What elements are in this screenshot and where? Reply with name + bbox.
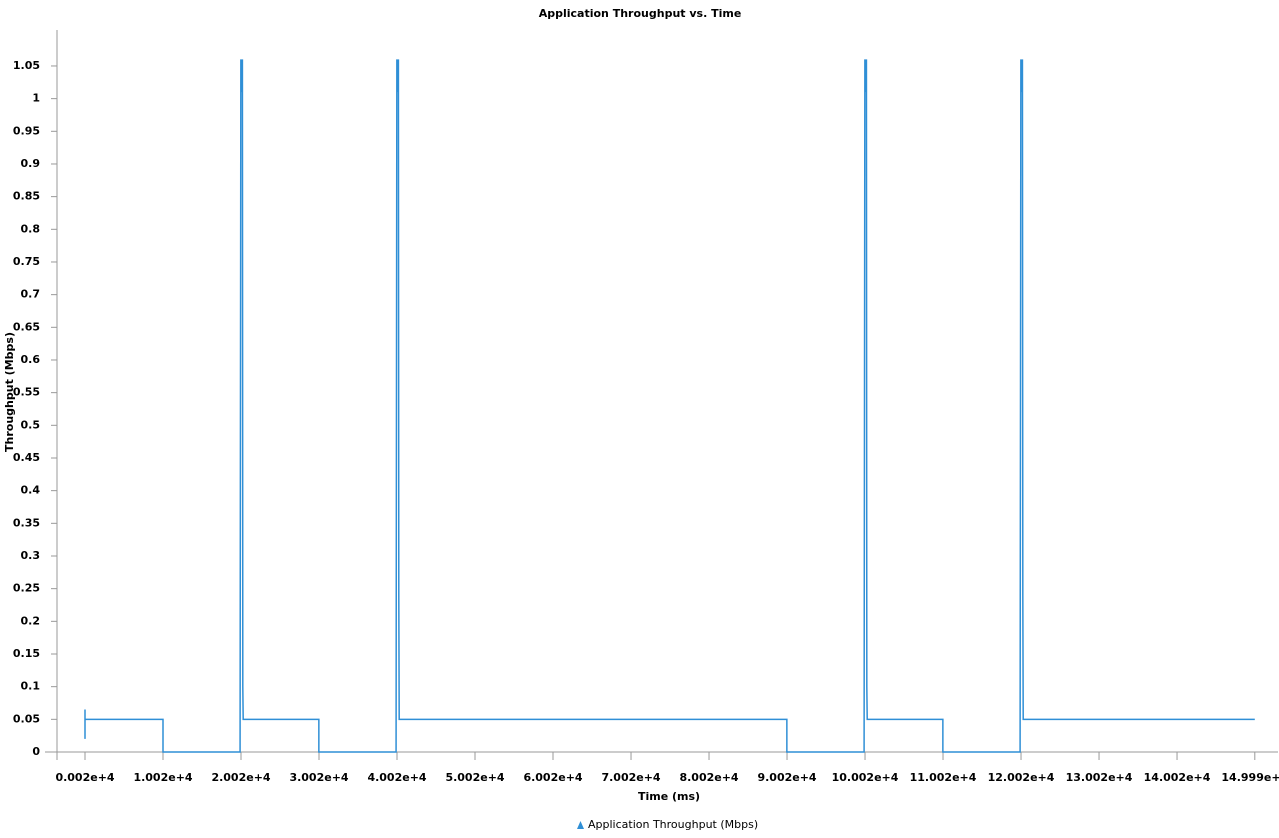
chart-title: Application Throughput vs. Time (539, 7, 742, 20)
y-tick-label: 0.8 (21, 222, 41, 235)
y-tick-label: 0.6 (21, 353, 41, 366)
y-tick-label: 0.5 (21, 418, 41, 431)
y-tick-label: 0.95 (13, 124, 40, 137)
x-tick-label: 9.002e+4 (757, 771, 816, 784)
x-tick-label: 11.002e+4 (910, 771, 977, 784)
y-tick-label: 0.55 (13, 386, 40, 399)
x-tick-label: 13.002e+4 (1066, 771, 1133, 784)
y-tick-label: 0.3 (21, 549, 41, 562)
x-tick-label: 0.002e+4 (55, 771, 114, 784)
x-tick-label: 5.002e+4 (445, 771, 504, 784)
y-tick-label: 0.2 (21, 614, 41, 627)
x-tick-label: 10.002e+4 (832, 771, 899, 784)
x-axis-label: Time (ms) (638, 790, 700, 803)
y-tick-label: 0.65 (13, 320, 40, 333)
legend-label: Application Throughput (Mbps) (588, 818, 758, 831)
x-tick-label: 12.002e+4 (988, 771, 1055, 784)
y-tick-label: 0.45 (13, 451, 40, 464)
x-tick-label: 1.002e+4 (133, 771, 192, 784)
y-tick-label: 0.75 (13, 255, 40, 268)
x-tick-label: 7.002e+4 (601, 771, 660, 784)
y-tick-label: 0.7 (21, 288, 41, 301)
y-tick-label: 0.9 (21, 157, 41, 170)
y-tick-label: 0.35 (13, 516, 40, 529)
x-tick-label: 4.002e+4 (367, 771, 426, 784)
y-tick-label: 1 (32, 92, 40, 105)
x-tick-label: 14.999e+4 (1221, 771, 1279, 784)
x-tick-label: 2.002e+4 (211, 771, 270, 784)
y-tick-label: 0.15 (13, 647, 40, 660)
y-tick-label: 0.25 (13, 582, 40, 595)
legend-marker (577, 821, 584, 829)
y-tick-label: 1.05 (13, 59, 40, 72)
x-tick-label: 14.002e+4 (1144, 771, 1211, 784)
data-line (84, 59, 1255, 753)
y-tick-label: 0 (32, 745, 40, 758)
x-tick-label: 6.002e+4 (523, 771, 582, 784)
y-tick-label: 0.4 (21, 484, 41, 497)
y-tick-label: 0.1 (21, 680, 41, 693)
x-tick-label: 8.002e+4 (679, 771, 738, 784)
y-tick-label: 0.85 (13, 190, 40, 203)
y-axis-label: Throughput (Mbps) (3, 332, 16, 452)
x-tick-label: 3.002e+4 (289, 771, 348, 784)
y-tick-label: 0.05 (13, 712, 40, 725)
